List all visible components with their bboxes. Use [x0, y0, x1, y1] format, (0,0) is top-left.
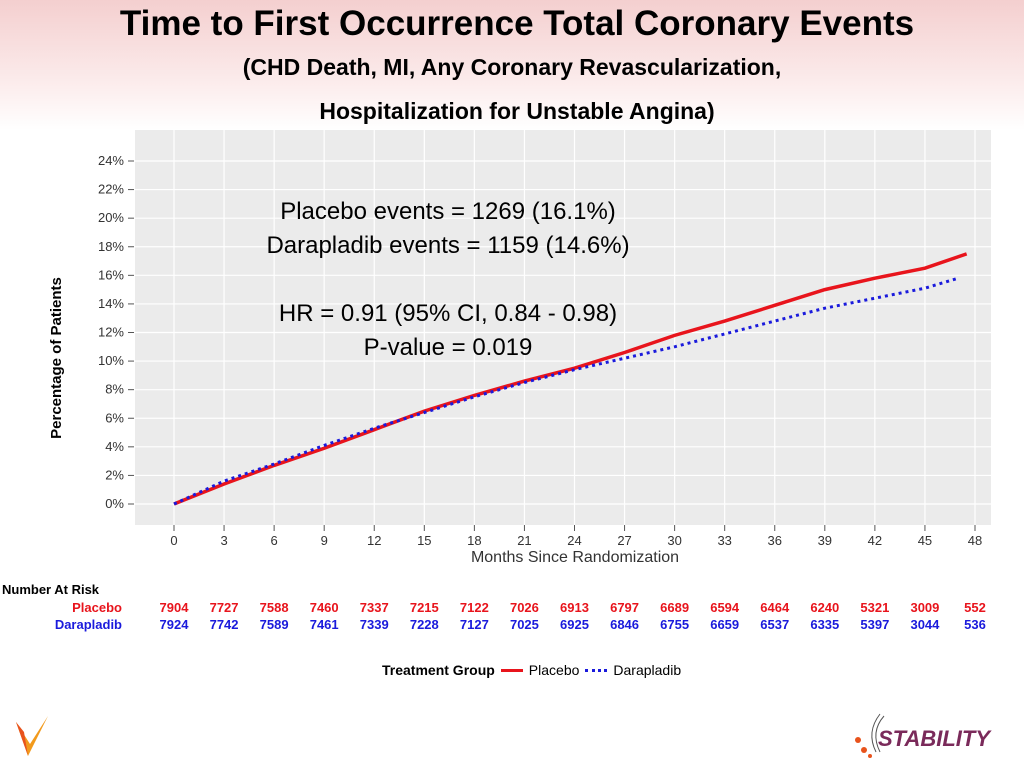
- legend: Treatment Group Placebo Darapladib: [382, 662, 681, 678]
- x-tick-label: 3: [220, 533, 227, 548]
- risk-table-title: Number At Risk: [2, 582, 100, 597]
- legend-title: Treatment Group: [382, 662, 495, 678]
- x-tick-label: 18: [467, 533, 481, 548]
- legend-placebo: Placebo: [528, 662, 580, 678]
- risk-value-placebo: 7727: [209, 600, 239, 615]
- y-tick-label: 16%: [98, 267, 124, 282]
- risk-label-darapladib: Darapladib: [54, 617, 122, 632]
- risk-value-placebo: 5321: [860, 600, 890, 615]
- y-tick-label: 18%: [98, 239, 124, 254]
- chart-svg: 0%2%4%6%8%10%12%14%16%18%20%22%24%0 3 6 9 12…: [48, 130, 991, 566]
- risk-value-darapladib: 6537: [760, 617, 790, 632]
- risk-value-placebo: 3009: [910, 600, 940, 615]
- title-banner: [0, 0, 1024, 130]
- chart-subtitle-2: Hospitalization for Unstable Angina): [319, 98, 715, 124]
- risk-value-darapladib: 6335: [810, 617, 840, 632]
- y-tick-label: 2%: [105, 467, 124, 482]
- risk-value-placebo: 7215: [409, 600, 439, 615]
- risk-value-placebo: 6464: [760, 600, 790, 615]
- x-tick-label: 48: [968, 533, 982, 548]
- x-tick-label: 42: [868, 533, 882, 548]
- risk-value-darapladib: 7339: [359, 617, 389, 632]
- y-tick-label: 8%: [105, 382, 124, 397]
- y-tick-label: 0%: [105, 496, 124, 511]
- risk-value-placebo: 7122: [459, 600, 489, 615]
- annotation-darapladib-events: Darapladib events = 1159 (14.6%): [266, 232, 630, 259]
- x-tick-label: 45: [918, 533, 932, 548]
- x-tick-label: 0: [170, 533, 177, 548]
- x-tick-label: 21: [517, 533, 531, 548]
- risk-value-darapladib: 7589: [259, 617, 289, 632]
- x-tick-label: 24: [567, 533, 581, 548]
- stability-logo: STABILITY: [850, 712, 1020, 762]
- risk-value-placebo: 6240: [810, 600, 840, 615]
- risk-value-darapladib: 6755: [660, 617, 690, 632]
- x-tick-label: 30: [667, 533, 681, 548]
- risk-value-placebo: 7904: [159, 600, 189, 615]
- risk-value-darapladib: 7127: [459, 617, 489, 632]
- risk-value-darapladib: 536: [964, 617, 986, 632]
- annotation-hr: HR = 0.91 (95% CI, 0.84 - 0.98): [278, 300, 618, 327]
- risk-value-darapladib: 6659: [710, 617, 740, 632]
- x-tick-label: 36: [768, 533, 782, 548]
- series-placebo-line: [173, 252, 968, 506]
- risk-value-placebo: 7460: [309, 600, 339, 615]
- y-axis-label: Percentage of Patients: [48, 277, 65, 439]
- x-tick-label: 33: [717, 533, 731, 548]
- x-tick-label: 39: [818, 533, 832, 548]
- risk-value-placebo: 7337: [359, 600, 389, 615]
- stability-logo-text: STABILITY: [878, 726, 991, 751]
- legend-placebo-line-icon: [500, 668, 523, 672]
- risk-value-darapladib: 7228: [409, 617, 439, 632]
- risk-value-darapladib: 6925: [560, 617, 589, 632]
- legend-darapladib-line-icon: [585, 668, 608, 672]
- x-tick-label: 27: [617, 533, 631, 548]
- risk-value-placebo: 6594: [710, 600, 740, 615]
- x-tick-label: 12: [367, 533, 381, 548]
- plot-area: [135, 130, 991, 525]
- x-tick-label: 9: [321, 533, 328, 548]
- annotation-pvalue: P-value = 0.019: [363, 334, 533, 361]
- risk-value-placebo: 6797: [610, 600, 640, 615]
- risk-value-placebo: 7026: [509, 600, 539, 615]
- risk-value-darapladib: 6846: [610, 617, 640, 632]
- chart-subtitle-1: (CHD Death, MI, Any Coronary Revasculari…: [242, 54, 782, 80]
- annotation-placebo-events: Placebo events = 1269 (16.1%): [280, 198, 616, 225]
- y-tick-label: 12%: [98, 325, 124, 340]
- y-tick-label: 22%: [98, 182, 124, 197]
- y-tick-label: 14%: [98, 296, 124, 311]
- risk-value-darapladib: 7025: [509, 617, 539, 632]
- legend-darapladib: Darapladib: [613, 662, 682, 678]
- risk-value-darapladib: 7742: [209, 617, 239, 632]
- y-tick-label: 20%: [98, 210, 124, 225]
- series-darapladib-line: [173, 276, 959, 506]
- risk-value-placebo: 6913: [560, 600, 589, 615]
- risk-label-placebo: Placebo: [72, 600, 122, 615]
- stability-logo-mark-icon: [855, 713, 885, 758]
- x-axis-label: Months Since Randomization: [471, 549, 679, 566]
- y-tick-label: 10%: [98, 353, 124, 368]
- risk-value-darapladib: 5397: [860, 617, 890, 632]
- y-tick-label: 4%: [105, 439, 124, 454]
- x-tick-label: 6: [271, 533, 278, 548]
- risk-value-placebo: 7588: [259, 600, 289, 615]
- x-tick-label: 15: [417, 533, 431, 548]
- y-tick-label: 6%: [105, 410, 124, 425]
- risk-value-darapladib: 7924: [159, 617, 189, 632]
- risk-value-placebo: 6689: [660, 600, 690, 615]
- chart-title: Time to First Occurrence Total Coronary …: [119, 4, 915, 43]
- risk-value-darapladib: 7461: [309, 617, 339, 632]
- y-tick-label: 24%: [98, 153, 124, 168]
- risk-value-darapladib: 3044: [910, 617, 940, 632]
- risk-value-placebo: 552: [964, 600, 986, 615]
- v-logo-icon: [16, 716, 48, 756]
